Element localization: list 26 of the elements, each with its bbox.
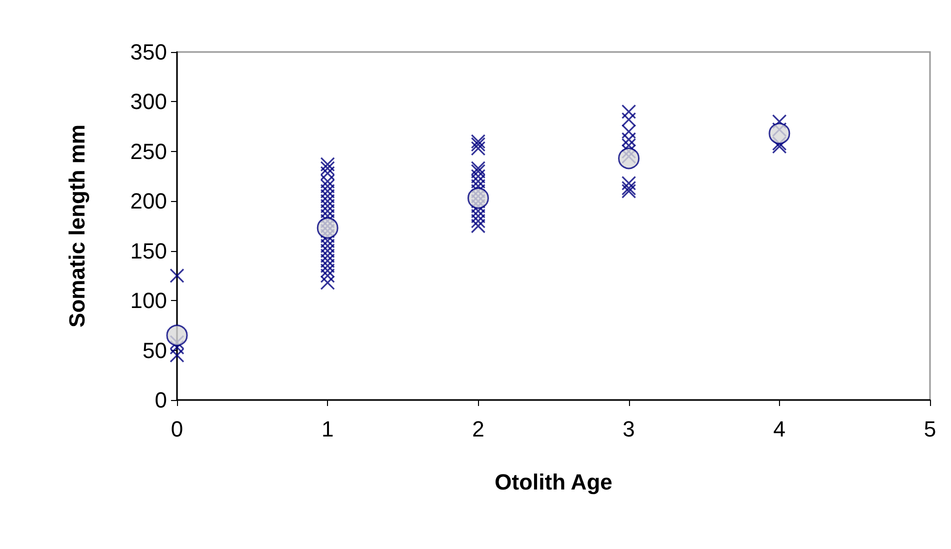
point: [470, 134, 486, 149]
y-axis-title: Somatic length mm: [64, 124, 90, 328]
x-tick-label: 5: [924, 416, 936, 442]
y-tick-label: 150: [130, 238, 167, 264]
point: [470, 141, 486, 156]
y-tick-label: 350: [130, 40, 167, 64]
point: [170, 268, 184, 284]
point: [166, 324, 188, 346]
point: [622, 180, 636, 196]
point: [622, 184, 636, 198]
y-tick-label: 300: [130, 89, 167, 114]
point: [470, 137, 486, 152]
point: [622, 104, 636, 119]
y-tick-label: 0: [154, 388, 167, 412]
x-tick-label: 4: [773, 416, 786, 442]
x-tick-label: 1: [321, 416, 334, 442]
x-axis-title: Otolith Age: [494, 470, 612, 494]
y-tick-label: 50: [142, 338, 167, 363]
x-tick-label: 3: [622, 416, 635, 442]
x-tick-label: 0: [170, 416, 184, 442]
y-tick-label: 100: [130, 288, 167, 314]
point: [622, 176, 636, 191]
y-tick-label: 200: [130, 188, 167, 214]
point: [320, 157, 335, 172]
y-tick-label: 250: [130, 138, 167, 164]
x-tick-label: 2: [472, 416, 484, 442]
